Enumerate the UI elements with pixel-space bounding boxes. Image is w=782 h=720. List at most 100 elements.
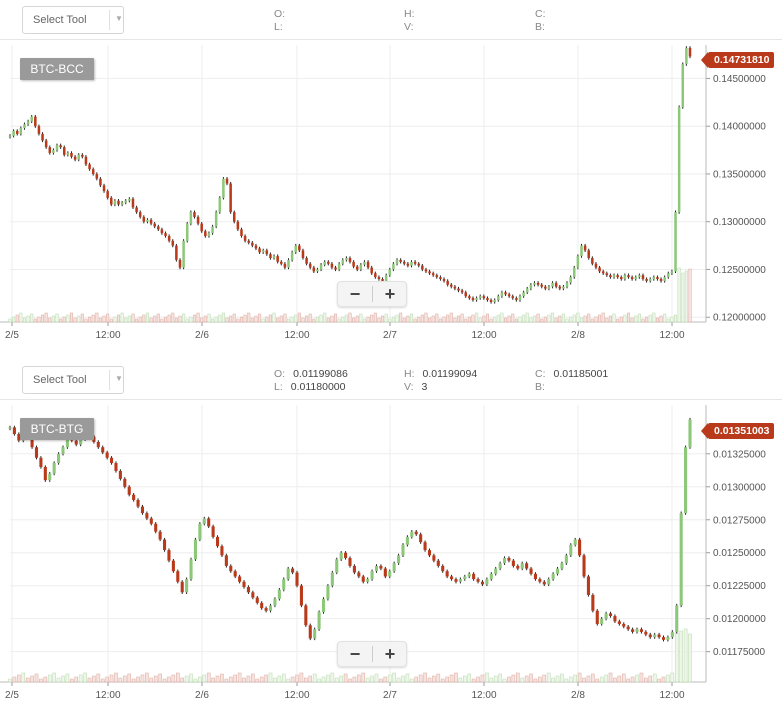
volume-bar [51, 315, 55, 323]
volume-bar [431, 315, 435, 323]
volume-bar [586, 675, 591, 683]
candle-body [594, 263, 598, 268]
candle-body [153, 223, 156, 227]
candle-body [609, 275, 612, 278]
volume-bar [34, 673, 39, 683]
volume-bar [666, 674, 670, 683]
y-tick-label: 0.13500000 [713, 169, 766, 180]
volume-bar [352, 676, 357, 683]
candle-body [500, 292, 504, 297]
candle-body [344, 552, 348, 559]
volume-bar [608, 672, 613, 683]
zoom-controls: − + [337, 641, 407, 667]
candle-body [246, 587, 250, 593]
candle-body [41, 133, 44, 141]
volume-bar [670, 672, 675, 683]
candle-body [62, 147, 66, 155]
candle-body [238, 576, 242, 582]
candle-body [321, 598, 326, 613]
volume-bar [362, 318, 366, 323]
candle-body [146, 219, 149, 222]
candle-body [182, 240, 185, 268]
candle-body [95, 173, 99, 179]
candle-body [305, 258, 308, 264]
candle-body [436, 560, 440, 566]
candle-body [670, 271, 674, 274]
volume-bar [396, 677, 401, 683]
candle-body [608, 613, 613, 617]
candle-body [124, 200, 128, 203]
volume-bar [323, 312, 327, 323]
volume-bar [43, 676, 48, 683]
candle-body [401, 544, 405, 556]
candle-body [12, 130, 15, 136]
candle-body [202, 518, 206, 524]
chevron-down-icon: ▼ [115, 374, 123, 383]
volume-bar [189, 316, 193, 323]
candle-body [648, 279, 652, 281]
candlestick-chart-bcc[interactable]: 0.14500000 0.14000000 0.13500000 0.13000000… [0, 40, 782, 360]
volume-bar [218, 314, 222, 323]
volume-bar [315, 316, 319, 323]
candle-body [634, 277, 638, 280]
select-tool-dropdown[interactable]: Select Tool ▼ [22, 6, 124, 34]
zoom-controls: − + [337, 281, 407, 307]
candle-body [243, 236, 247, 241]
volume-bar [661, 676, 666, 683]
volume-bar [502, 678, 507, 683]
zoom-out-button[interactable]: − [349, 644, 361, 664]
candle-body [432, 555, 436, 561]
x-tick-label: 2/7 [383, 690, 397, 701]
volume-bar [395, 314, 399, 323]
candle-body [66, 152, 70, 155]
volume-bar [637, 313, 641, 323]
volume-bar [681, 272, 685, 323]
volume-bar [555, 675, 560, 683]
candle-body [688, 47, 692, 57]
candle-body [102, 185, 106, 192]
zoom-in-button[interactable]: + [384, 644, 396, 664]
volume-bar [145, 312, 149, 323]
volume-bar [158, 673, 162, 683]
candle-body [167, 236, 171, 241]
volume-bar [305, 315, 309, 323]
volume-bar [102, 315, 106, 323]
candle-body [211, 226, 214, 234]
volume-bar [258, 313, 262, 323]
candle-body [327, 261, 330, 264]
candlestick-chart-btg[interactable]: 0.01325000 0.01300000 0.01275000 0.01250000… [0, 400, 782, 720]
candle-body [533, 573, 537, 580]
candle-body [91, 169, 95, 174]
candle-body [110, 197, 113, 205]
candle-body [419, 534, 423, 543]
ohlc-open-low: O: 0.01199086 L: 0.01180000 [274, 368, 348, 394]
candle-body [681, 64, 685, 108]
volume-bar [604, 674, 608, 683]
volume-bar [330, 315, 334, 323]
volume-bar [114, 672, 118, 683]
volume-bar [164, 316, 168, 323]
volume-bar [334, 313, 338, 323]
volume-bar [370, 675, 374, 683]
volume-bar [233, 674, 237, 683]
volume-bar [74, 676, 79, 683]
ohlc-high-volume: H: V: [404, 8, 423, 34]
zoom-in-button[interactable]: + [384, 284, 396, 304]
x-tick-label: 12:00 [95, 690, 120, 701]
volume-bar [337, 318, 341, 323]
volume-bar [617, 675, 622, 683]
candle-body [341, 259, 345, 264]
select-tool-dropdown[interactable]: Select Tool ▼ [22, 366, 124, 394]
y-tick-label: 0.12000000 [713, 313, 766, 324]
volume-bar [432, 675, 436, 683]
volume-bar [674, 632, 679, 683]
candle-body [196, 216, 200, 224]
volume-bar [140, 674, 145, 683]
zoom-out-button[interactable]: − [349, 284, 361, 304]
candle-body [476, 579, 480, 582]
open-value: 0.01199086 [293, 368, 348, 380]
volume-bar [458, 677, 463, 683]
volume-bar [55, 313, 59, 323]
volume-bar [373, 312, 377, 323]
candle-body [236, 221, 240, 230]
